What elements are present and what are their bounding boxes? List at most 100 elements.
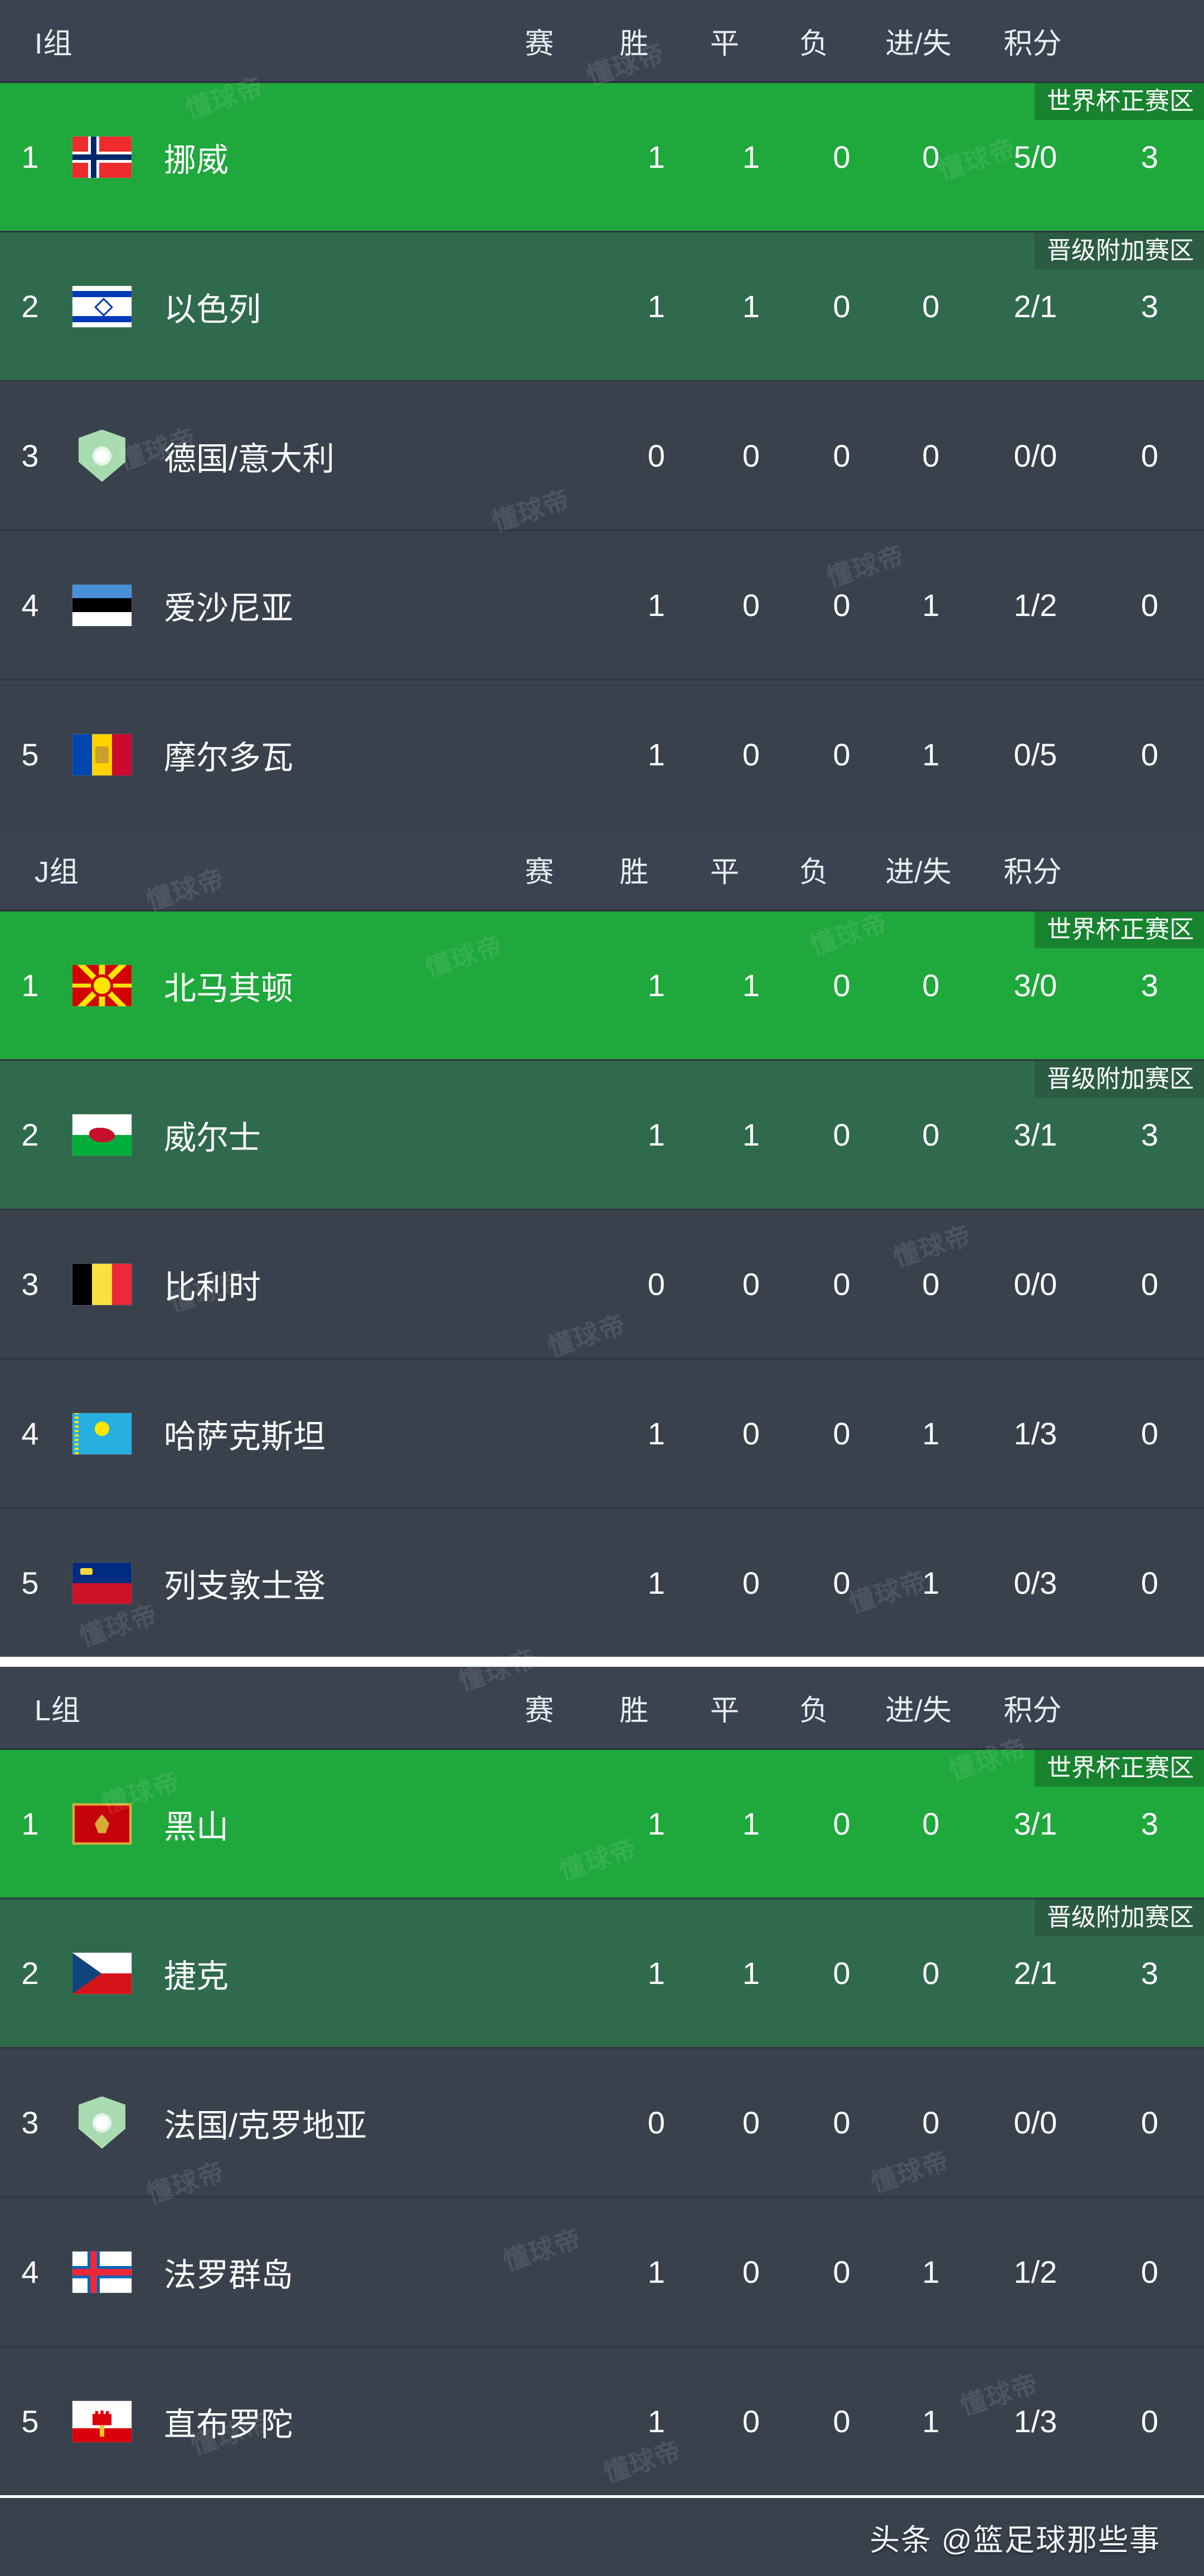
team-placeholder-shield-icon <box>76 2096 128 2149</box>
row-goals: 1/3 <box>1013 1416 1057 1451</box>
table-row[interactable]: 4 爱沙尼亚 1 0 0 1 1/2 0 <box>0 531 1204 681</box>
row-played: 1 <box>647 2254 666 2289</box>
row-drawn: 0 <box>833 139 851 174</box>
row-flag <box>60 2400 144 2442</box>
row-rank: 3 <box>21 1267 39 1302</box>
row-points: 3 <box>1140 1806 1159 1841</box>
column-headers: 赛 胜 平 负 进/失 积分 <box>491 848 1204 890</box>
table-row[interactable]: 2 捷克 1 1 0 0 2/1 3 晋级附加赛区 <box>0 1899 1204 2049</box>
row-points: 3 <box>1140 139 1159 174</box>
row-team-name: 挪威 <box>164 142 229 178</box>
zone-badge-worldcup: 世界杯正赛区 <box>1035 911 1204 948</box>
row-lost: 0 <box>922 139 940 174</box>
flag-montenegro <box>72 1803 132 1845</box>
row-points: 0 <box>1140 737 1159 772</box>
row-flag <box>60 1952 144 1994</box>
row-lost: 0 <box>922 1956 940 1991</box>
group-header: L组 赛 胜 平 负 进/失 积分 <box>0 1667 1204 1750</box>
row-played: 1 <box>647 1565 666 1600</box>
table-row[interactable]: 2 以色列 1 1 0 0 2/1 3 晋级附加赛区 <box>0 232 1204 382</box>
row-rank: 5 <box>21 737 39 772</box>
row-drawn: 0 <box>833 1956 851 1991</box>
column-header-goals: 进/失 <box>885 856 951 889</box>
row-flag <box>60 2251 144 2293</box>
table-row[interactable]: 2 威尔士 1 1 0 0 3/1 3 晋级附加赛区 <box>0 1061 1204 1210</box>
column-header-points: 积分 <box>1003 27 1062 60</box>
row-rank: 1 <box>21 968 39 1003</box>
row-team-name: 列支敦士登 <box>164 1568 326 1604</box>
column-header-points: 积分 <box>1003 1694 1062 1727</box>
table-row[interactable]: 4 法罗群岛 1 0 0 1 1/2 0 <box>0 2198 1204 2347</box>
table-row[interactable]: 5 直布罗陀 1 0 0 1 1/3 0 <box>0 2347 1204 2495</box>
row-played: 1 <box>647 737 666 772</box>
column-header-drawn: 平 <box>710 1694 739 1727</box>
row-stats: 1 0 0 1 1/2 0 <box>608 587 1204 623</box>
row-rank: 1 <box>21 139 39 174</box>
row-played: 1 <box>647 289 666 324</box>
table-row[interactable]: 4 哈萨克斯坦 1 0 0 1 1/3 0 <box>0 1360 1204 1509</box>
row-points: 0 <box>1140 1267 1159 1302</box>
column-header-played: 赛 <box>525 1694 554 1727</box>
zone-badge-playoff: 晋级附加赛区 <box>1035 232 1204 269</box>
flag-czech-republic <box>72 1952 132 1994</box>
row-flag <box>60 964 144 1006</box>
group-header: J组 赛 胜 平 负 进/失 积分 <box>0 828 1204 911</box>
row-goals: 1/2 <box>1013 588 1057 623</box>
row-team-name: 德国/意大利 <box>164 440 335 477</box>
table-row[interactable]: 3 比利时 0 0 0 0 0/0 0 <box>0 1210 1204 1360</box>
row-played: 1 <box>647 968 666 1003</box>
row-flag <box>60 1413 144 1454</box>
flag-faroe-islands <box>72 2251 132 2293</box>
group-name: L组 <box>35 1694 81 1727</box>
column-header-lost: 负 <box>799 1694 828 1727</box>
row-won: 0 <box>742 438 760 473</box>
table-row[interactable]: 1 北马其顿 1 1 0 0 3/0 3 世界杯正赛区 <box>0 911 1204 1061</box>
row-team-name: 直布罗陀 <box>164 2406 294 2443</box>
row-goals: 0/0 <box>1013 1267 1057 1302</box>
flag-kazakhstan <box>72 1413 132 1454</box>
row-team-name: 捷克 <box>164 1958 229 1995</box>
table-row[interactable]: 1 黑山 1 1 0 0 3/1 3 世界杯正赛区 <box>0 1750 1204 1899</box>
row-lost: 0 <box>922 1117 940 1152</box>
column-headers: 赛 胜 平 负 进/失 积分 <box>491 20 1204 62</box>
row-lost: 0 <box>922 1267 940 1302</box>
flag-moldova <box>72 734 132 775</box>
row-flag <box>60 1562 144 1604</box>
table-row[interactable]: 1 挪威 1 1 0 0 5/0 3 世界杯正赛区 <box>0 83 1204 232</box>
row-drawn: 0 <box>833 2105 851 2140</box>
row-played: 0 <box>647 438 666 473</box>
flag-gibraltar <box>72 2400 132 2442</box>
row-played: 1 <box>647 1806 666 1841</box>
row-rank: 5 <box>21 1565 39 1600</box>
row-lost: 0 <box>922 968 940 1003</box>
row-played: 1 <box>647 1956 666 1991</box>
row-drawn: 0 <box>833 1806 851 1841</box>
row-points: 0 <box>1140 2254 1159 2289</box>
column-header-goals: 进/失 <box>885 27 951 60</box>
column-header-played: 赛 <box>525 27 554 60</box>
row-rank: 3 <box>21 2105 39 2140</box>
table-row[interactable]: 3 德国/意大利 0 0 0 0 0/0 0 <box>0 382 1204 531</box>
row-stats: 1 0 0 1 1/3 0 <box>608 1415 1204 1452</box>
row-stats: 1 0 0 1 1/3 0 <box>608 2403 1204 2439</box>
table-row[interactable]: 3 法国/克罗地亚 0 0 0 0 0/0 0 <box>0 2049 1204 2198</box>
row-team-name: 北马其顿 <box>164 970 294 1007</box>
row-drawn: 0 <box>833 2404 851 2439</box>
row-won: 1 <box>742 1117 760 1152</box>
row-points: 0 <box>1140 588 1159 623</box>
zone-badge-worldcup: 世界杯正赛区 <box>1035 1750 1204 1787</box>
row-won: 0 <box>742 588 760 623</box>
row-stats: 1 1 0 0 2/1 3 <box>608 1955 1204 1991</box>
table-row[interactable]: 5 列支敦士登 1 0 0 1 0/3 0 <box>0 1509 1204 1657</box>
row-played: 1 <box>647 1117 666 1152</box>
row-flag <box>60 2096 144 2149</box>
flag-liechtenstein <box>72 1562 132 1604</box>
row-stats: 1 0 0 1 1/2 0 <box>608 2254 1204 2290</box>
row-won: 0 <box>742 2404 760 2439</box>
group-name: J组 <box>35 856 80 889</box>
team-placeholder-shield-icon <box>76 429 128 482</box>
row-flag <box>60 1263 144 1305</box>
row-won: 0 <box>742 1267 760 1302</box>
table-row[interactable]: 5 摩尔多瓦 1 0 0 1 0/5 0 <box>0 681 1204 828</box>
